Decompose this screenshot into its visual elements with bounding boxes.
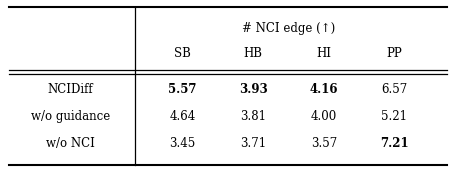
Text: w/o NCI: w/o NCI (46, 137, 95, 150)
Text: SB: SB (173, 47, 191, 60)
Text: 3.93: 3.93 (238, 83, 267, 96)
Text: HI: HI (316, 47, 330, 60)
Text: 3.81: 3.81 (239, 110, 266, 123)
Text: # NCI edge (↑): # NCI edge (↑) (241, 22, 334, 35)
Text: 4.16: 4.16 (309, 83, 337, 96)
Text: 3.57: 3.57 (310, 137, 336, 150)
Text: PP: PP (386, 47, 401, 60)
Text: 5.57: 5.57 (168, 83, 196, 96)
Text: 4.64: 4.64 (169, 110, 195, 123)
Text: w/o guidance: w/o guidance (31, 110, 110, 123)
Text: 7.21: 7.21 (379, 137, 408, 150)
Text: 5.21: 5.21 (380, 110, 407, 123)
Text: 4.00: 4.00 (310, 110, 336, 123)
Text: 6.57: 6.57 (380, 83, 407, 96)
Text: NCIDiff: NCIDiff (48, 83, 93, 96)
Text: HB: HB (243, 47, 262, 60)
Text: 3.45: 3.45 (169, 137, 195, 150)
Text: 3.71: 3.71 (239, 137, 266, 150)
